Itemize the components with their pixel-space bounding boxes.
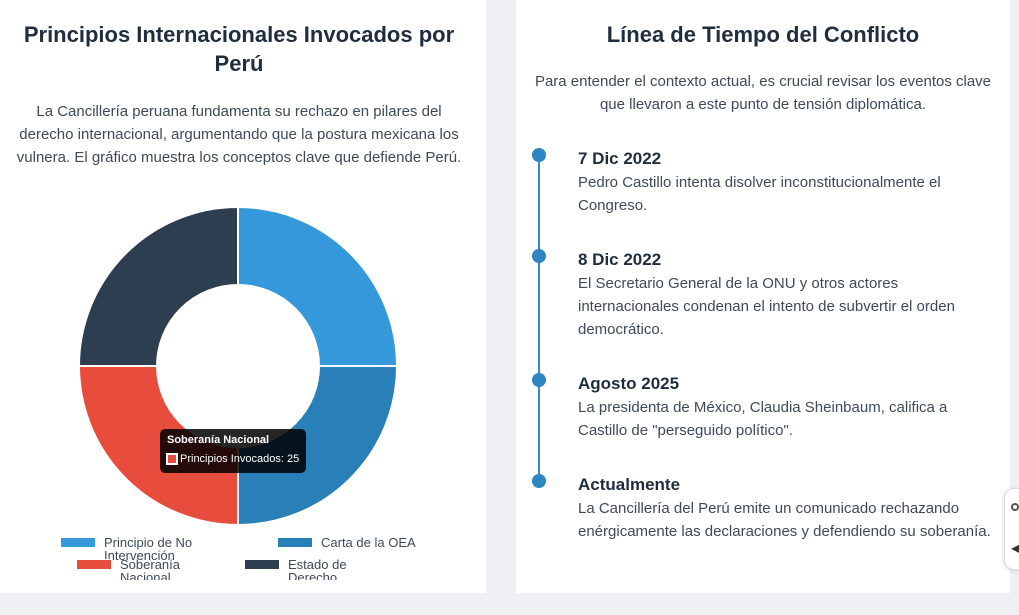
tooltip-title: Soberanía Nacional (167, 434, 270, 446)
bottom-bar (0, 593, 1019, 615)
legend-label: Carta de la OEA (321, 535, 416, 550)
tooltip-swatch (166, 453, 178, 465)
principles-card: Principios Internacionales Invocados por… (0, 0, 486, 593)
legend-label: Estado de Derecho (288, 557, 347, 580)
legend-swatch (277, 537, 313, 548)
timeline-event: 8 Dic 2022 El Secretario General de la O… (578, 249, 998, 341)
arrow-left-icon: ◀ (1011, 541, 1019, 555)
event-text: La Cancillería del Perú emite un comunic… (578, 500, 991, 540)
timeline-dot (532, 474, 546, 488)
legend-swatch (76, 559, 112, 570)
timeline-dot (532, 148, 546, 162)
legend-label: Soberanía Nacional (120, 557, 180, 580)
legend-label: Principio de No Intervención (104, 535, 193, 563)
event-text: La presidenta de México, Claudia Sheinba… (578, 399, 948, 439)
doughnut-slice-2[interactable] (237, 365, 398, 526)
doughnut-slice-4[interactable] (78, 206, 239, 367)
tooltip-label: Principios Invocados: 25 (180, 453, 300, 465)
event-text: Pedro Castillo intenta disolver inconsti… (578, 174, 941, 214)
timeline-card: Línea de Tiempo del Conflicto Para enten… (516, 0, 1010, 593)
timeline-event: Actualmente La Cancillería del Perú emit… (578, 474, 998, 543)
event-date: Actualmente (578, 475, 681, 494)
legend-swatch (244, 559, 280, 570)
chart-tooltip: Soberanía Nacional Principios Invocados:… (160, 429, 306, 473)
principles-title: Principios Internacionales Invocados por… (23, 22, 455, 76)
doughnut-slice-1[interactable] (237, 206, 398, 367)
principles-description: La Cancillería peruana fundamenta su rec… (16, 103, 462, 166)
principles-doughnut-chart[interactable] (78, 206, 398, 526)
event-text: El Secretario General de la ONU y otros … (578, 275, 955, 338)
timeline-dot (532, 373, 546, 387)
chart-legend: Principio de No Intervención Carta de la… (0, 528, 486, 580)
timeline-line (538, 156, 540, 482)
timeline-dot (532, 249, 546, 263)
event-date: 8 Dic 2022 (578, 250, 662, 269)
timeline-title: Línea de Tiempo del Conflicto (606, 22, 920, 47)
circle-icon (1011, 503, 1019, 511)
timeline-event: 7 Dic 2022 Pedro Castillo intenta disolv… (578, 148, 998, 217)
legend-swatch (60, 537, 96, 548)
event-date: Agosto 2025 (578, 374, 680, 393)
timeline-description: Para entender el contexto actual, es cru… (534, 73, 992, 113)
timeline-event: Agosto 2025 La presidenta de México, Cla… (578, 373, 998, 442)
event-date: 7 Dic 2022 (578, 149, 662, 168)
side-panel-toggle-button[interactable]: ◀ (1004, 488, 1019, 570)
